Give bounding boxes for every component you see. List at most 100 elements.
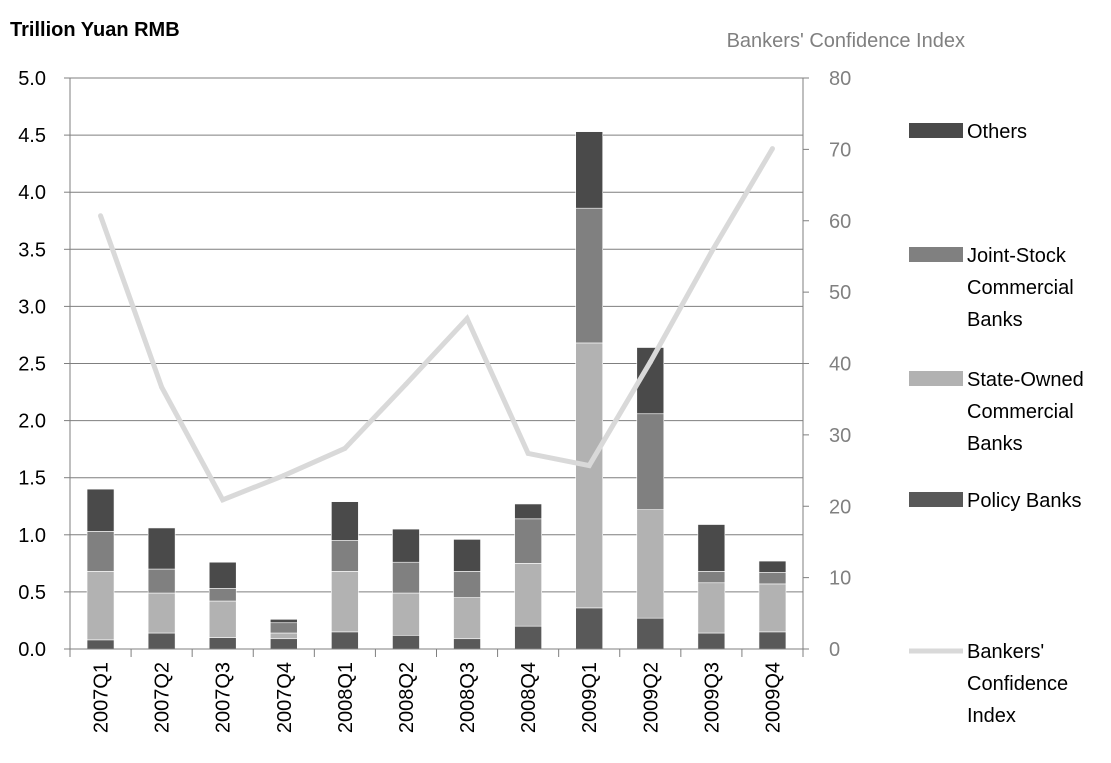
bar-segment (392, 592, 420, 636)
confidence-index-point (342, 445, 348, 451)
bar-segment (208, 561, 237, 589)
bar-segment (636, 617, 665, 650)
legend-swatch (909, 371, 963, 386)
bar-segment (147, 568, 176, 594)
bar-segment (208, 600, 237, 638)
right-tick-label: 20 (829, 496, 851, 518)
bar-segment (697, 524, 726, 572)
bar-segment (208, 637, 237, 650)
legend-label: Policy Banks (967, 490, 1082, 512)
bar-segment (453, 539, 481, 572)
x-tick-label: 2008Q2 (396, 662, 418, 733)
right-tick-label: 80 (829, 68, 851, 90)
gridlines (70, 77, 803, 593)
right-tick-label: 60 (829, 211, 851, 233)
left-axis-title: Trillion Yuan RMB (10, 19, 180, 41)
confidence-index-point (98, 213, 104, 219)
x-tick-label: 2007Q3 (213, 662, 235, 733)
x-tick-label: 2009Q1 (579, 662, 601, 733)
bar-segment (86, 639, 115, 650)
confidence-index-point (464, 316, 470, 322)
bar-segment (269, 632, 298, 640)
bar-segment (392, 634, 420, 650)
bar-segment (758, 631, 787, 650)
bar-segment (697, 571, 726, 584)
bar-segment (636, 509, 665, 619)
x-tick-label: 2007Q2 (152, 662, 174, 733)
bar-segment (575, 131, 604, 209)
legend-swatch (909, 123, 963, 138)
bar-segment (86, 488, 115, 532)
legend-label: Others (967, 121, 1027, 143)
confidence-index-line (98, 147, 775, 503)
bar-segment (147, 527, 176, 570)
bar-segment (86, 571, 115, 641)
left-tick-label: 0.5 (18, 582, 46, 604)
x-tick-label: 2008Q4 (518, 662, 540, 733)
axes (64, 77, 809, 657)
left-tick-label: 1.5 (18, 468, 46, 490)
bar-segment (269, 638, 298, 650)
legend-label: Joint-Stock Commercial Banks (967, 245, 1074, 331)
left-tick-label: 3.5 (18, 239, 46, 261)
x-tick-label: 2009Q2 (640, 662, 662, 733)
right-axis-title: Bankers' Confidence Index (727, 30, 965, 52)
right-tick-label: 70 (829, 139, 851, 161)
bar-segment (758, 572, 787, 585)
bar-segment (269, 619, 298, 624)
x-tick-label: 2009Q4 (762, 662, 784, 733)
legend: Others Joint-Stock Commercial Banks State-Ow… (909, 121, 1084, 727)
bar-segment (392, 528, 420, 563)
right-tick-label: 30 (829, 425, 851, 447)
confidence-index-point (159, 384, 165, 390)
legend-swatch (909, 247, 963, 262)
bar-segment (147, 592, 176, 634)
left-tick-label: 4.0 (18, 182, 46, 204)
bar-segment (514, 563, 542, 627)
confidence-index-point (525, 450, 531, 456)
confidence-index-point (647, 359, 653, 365)
x-tick-label: 2009Q3 (701, 662, 723, 733)
bar-segment (575, 342, 604, 609)
bar-segment (453, 638, 481, 650)
right-tick-label: 10 (829, 568, 851, 590)
confidence-index-point (586, 463, 592, 469)
x-tick-label: 2007Q4 (274, 662, 296, 733)
right-tick-label: 0 (829, 639, 840, 661)
bar-segment (575, 607, 604, 650)
bar-segment (514, 625, 542, 650)
bar-segment (331, 631, 359, 650)
bar-segment (453, 597, 481, 640)
left-tick-label: 4.5 (18, 125, 46, 147)
left-tick-label: 3.0 (18, 296, 46, 318)
legend-swatch (909, 492, 963, 507)
left-tick-label: 1.0 (18, 525, 46, 547)
bar-segment (697, 582, 726, 634)
bar-segment (514, 503, 542, 520)
bar-segment (86, 531, 115, 572)
bar-segment (208, 588, 237, 602)
confidence-index-point (281, 473, 287, 479)
bars (86, 131, 787, 650)
bar-segment (392, 561, 420, 594)
left-tick-label: 0.0 (18, 639, 46, 661)
bar-segment (269, 622, 298, 634)
legend-label: Bankers' Confidence Index (967, 641, 1068, 727)
bar-segment (575, 207, 604, 344)
bar-segment (758, 583, 787, 633)
line-series (98, 146, 775, 503)
bar-segment (331, 540, 359, 572)
left-tick-label: 5.0 (18, 68, 46, 90)
right-tick-label: 40 (829, 354, 851, 376)
tick-labels: 0.0 0.5 1.0 1.5 2.0 2.5 3.0 3.5 4.0 4.5 5.0 0 10 20 30… (18, 68, 851, 733)
bar-segment (636, 413, 665, 510)
x-tick-label: 2007Q1 (91, 662, 113, 733)
x-tick-label: 2008Q1 (335, 662, 357, 733)
bar-segment (453, 571, 481, 598)
confidence-index-point (220, 497, 226, 503)
legend-label: State-Owned Commercial Banks (967, 369, 1084, 455)
left-tick-label: 2.0 (18, 411, 46, 433)
confidence-index-point (769, 146, 775, 152)
